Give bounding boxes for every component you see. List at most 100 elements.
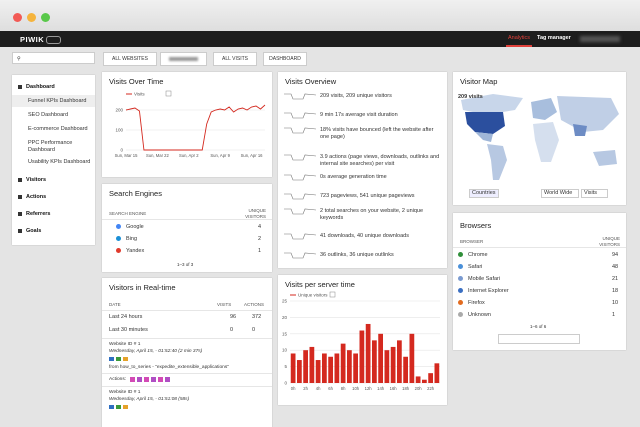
menu-item[interactable]: Funnel KPIs Dashboard bbox=[28, 98, 87, 104]
menu-section[interactable]: Goals bbox=[26, 228, 42, 234]
search-input[interactable] bbox=[498, 334, 580, 344]
nav-link[interactable]: Tag manager bbox=[537, 35, 571, 41]
chart-options[interactable] bbox=[329, 291, 336, 298]
column-header: UNIQUE VISITORS bbox=[599, 236, 620, 247]
country[interactable] bbox=[573, 124, 587, 136]
row-label[interactable]: Google bbox=[126, 224, 144, 230]
visit-referrer[interactable]: from how_to_series - "expedite_extensibl… bbox=[109, 365, 229, 370]
row-value: 94 bbox=[612, 252, 619, 258]
y-tick-label: 10 bbox=[282, 348, 288, 353]
country[interactable] bbox=[461, 94, 523, 114]
widget-title: Visits Over Time bbox=[109, 77, 164, 86]
x-tick-label: 20h bbox=[415, 386, 423, 391]
row-label[interactable]: Yandex bbox=[126, 248, 145, 254]
min-dot[interactable] bbox=[27, 13, 36, 22]
country[interactable] bbox=[475, 132, 493, 142]
chart: 0 100 200 Visits Sun, Mar 15 Sun, Mar 22 Sun, … bbox=[115, 90, 266, 158]
row-label[interactable]: Safari bbox=[468, 264, 483, 270]
row-label[interactable]: Firefox bbox=[468, 300, 485, 306]
row-value: 48 bbox=[612, 264, 619, 270]
widget-title: Visits per server time bbox=[285, 280, 355, 289]
sparkline bbox=[284, 174, 317, 181]
menu-section[interactable]: Visitors bbox=[26, 177, 47, 183]
row-cell: 0 bbox=[252, 327, 256, 333]
dashboard-selector[interactable]: DASHBOARD bbox=[263, 52, 307, 66]
menu-highlight bbox=[12, 95, 95, 107]
x-tick-label: Sun, Apr 9 bbox=[210, 153, 230, 158]
x-tick-label: 2h bbox=[303, 386, 308, 391]
separator bbox=[102, 386, 272, 387]
country[interactable] bbox=[557, 96, 619, 132]
country[interactable] bbox=[533, 122, 559, 162]
row-label[interactable]: Bing bbox=[126, 236, 138, 242]
row-value: 18 bbox=[612, 288, 619, 294]
menu-item[interactable]: SEO Dashboard bbox=[28, 112, 69, 118]
bar bbox=[403, 356, 408, 383]
segment-selector[interactable]: ALL VISITS bbox=[213, 52, 257, 66]
visit-time: Wednesday, April 15, - 01:51:08 (58s) bbox=[109, 397, 190, 402]
row-label[interactable]: Mobile Safari bbox=[468, 276, 501, 282]
bar bbox=[347, 350, 352, 383]
map-control[interactable]: Visits bbox=[581, 189, 609, 198]
row-label[interactable]: Unknown bbox=[468, 312, 491, 318]
bar bbox=[422, 379, 427, 383]
pager[interactable]: 1–3 of 3 bbox=[177, 262, 194, 267]
row-cell: Last 30 minutes bbox=[109, 327, 148, 333]
nav-link[interactable]: Analytics bbox=[508, 35, 531, 41]
country[interactable] bbox=[487, 144, 507, 180]
overview-item: 0s average generation time bbox=[320, 174, 387, 180]
logo[interactable]: PIWIK bbox=[20, 35, 45, 44]
column-header: UNIQUE VISITORS bbox=[245, 208, 266, 219]
close-dot[interactable] bbox=[13, 13, 22, 22]
menu-item[interactable]: E-commerce Dashboard bbox=[28, 126, 88, 132]
row-value: 1 bbox=[612, 312, 616, 318]
widget-title: Visits Overview bbox=[285, 77, 337, 86]
bar bbox=[334, 353, 340, 383]
menu-item[interactable]: PPC Performance Dashboard bbox=[28, 140, 73, 153]
max-dot[interactable] bbox=[41, 13, 50, 22]
country[interactable] bbox=[593, 150, 617, 166]
menu-section[interactable]: Dashboard bbox=[26, 84, 55, 90]
menu-item[interactable]: Usability KPIs Dashboard bbox=[28, 159, 91, 165]
y-tick-label: 100 bbox=[115, 128, 123, 133]
sparkline-path bbox=[284, 208, 317, 215]
overview-item: 41 downloads, 40 unique downloads bbox=[320, 233, 409, 239]
date-selector[interactable] bbox=[160, 52, 207, 66]
x-tick-label: 0h bbox=[291, 386, 296, 391]
sparkline bbox=[284, 208, 317, 215]
y-tick-label: 0 bbox=[120, 148, 123, 153]
row-label[interactable]: Internet Explorer bbox=[468, 288, 509, 294]
sparkline-path bbox=[284, 154, 317, 161]
sparkline-path bbox=[284, 193, 317, 200]
visit-site: Website ID # 1 bbox=[109, 342, 141, 347]
sparkline bbox=[284, 112, 317, 119]
column-header: VISITS bbox=[217, 302, 232, 307]
overview-item: 18% visits have bounced (left the websit… bbox=[320, 127, 434, 140]
search-engines-widget: Search Engines SEARCH ENGINE UNIQUE VISITO… bbox=[102, 184, 272, 272]
map-control[interactable]: Countries bbox=[469, 189, 499, 198]
sparkline-path bbox=[284, 233, 317, 240]
window-chrome bbox=[0, 0, 640, 31]
pager[interactable]: 1–6 of 6 bbox=[530, 324, 547, 329]
chart-options[interactable] bbox=[165, 90, 172, 97]
menu-section[interactable]: Actions bbox=[26, 194, 47, 200]
map-control[interactable]: World Wide bbox=[541, 189, 580, 198]
bar bbox=[315, 360, 321, 383]
menu-section[interactable]: Referrers bbox=[26, 211, 51, 217]
widget-title: Search Engines bbox=[109, 189, 162, 198]
country[interactable] bbox=[465, 112, 505, 134]
overview-item: 9 min 17s average visit duration bbox=[320, 112, 398, 118]
legend-label: Unique visitors bbox=[298, 293, 328, 298]
website-selector[interactable]: ALL WEBSITES bbox=[103, 52, 157, 66]
country[interactable] bbox=[531, 98, 557, 120]
bar bbox=[322, 353, 327, 383]
visit-icon bbox=[109, 405, 114, 409]
bar bbox=[378, 333, 383, 383]
sparkline bbox=[284, 193, 317, 200]
user-blur[interactable] bbox=[580, 36, 620, 42]
y-tick-label: 200 bbox=[115, 108, 123, 113]
bar bbox=[297, 360, 302, 383]
row-label[interactable]: Chrome bbox=[468, 252, 488, 258]
search-box[interactable]: ⚲ bbox=[12, 52, 95, 64]
line bbox=[125, 104, 266, 151]
